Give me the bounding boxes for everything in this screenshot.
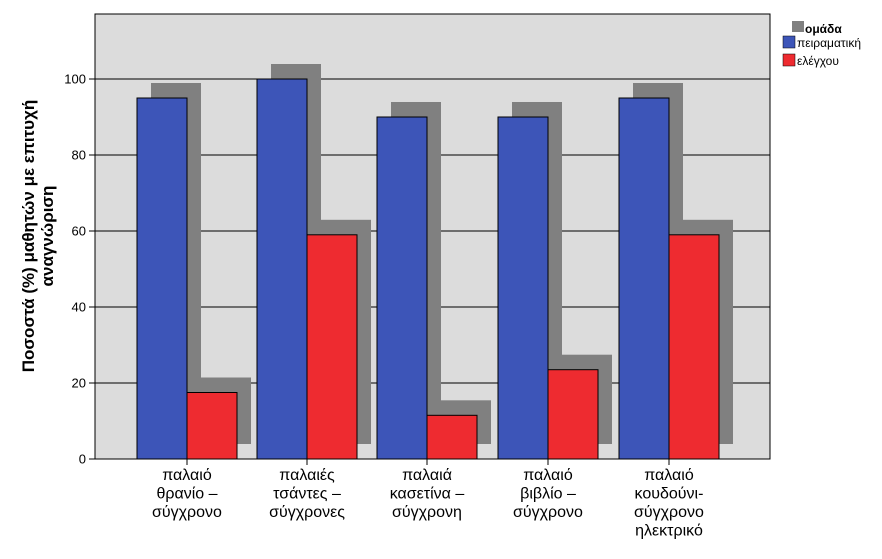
category-label: βιβλίο – [520,486,576,503]
category-label: σύγχρονη [392,504,462,521]
category-label: παλαιό [523,467,573,484]
y-tick-label: 0 [79,452,86,467]
y-tick-label: 100 [64,72,86,87]
category-label: παλαιό [162,467,212,484]
bar-fills [136,78,720,460]
category-label: σύγχρονο [634,504,704,521]
category-label: παλαιά [402,467,452,484]
y-axis-title-line-1: Ποσοστά (%) μαθητών με επιτυχή [19,100,38,372]
bars [136,64,733,460]
legend-swatch-experimental [782,35,796,49]
category-label: παλαιές [279,467,335,484]
category-label: κασετίνα – [390,486,465,503]
category-label: κουδούνι- [635,486,704,503]
y-tick-label: 20 [72,376,86,391]
legend-title: ομάδα [805,22,842,36]
category-label: θρανίο – [156,486,217,503]
legend: ομάδα πειραματική ελέγχου [782,21,861,68]
bar-experimental [618,97,670,460]
bar-experimental [376,116,428,460]
y-axis-title-line-2: αναγνώριση [38,186,57,287]
category-label: σύγχρονες [269,504,345,521]
bar-experimental [497,116,549,460]
category-label: τσάντες – [273,486,341,503]
bar-control [426,414,478,460]
legend-title-shadow-swatch [792,21,804,32]
category-label: σύγχρονο [513,504,583,521]
legend-swatch-control [782,53,796,67]
legend-label-experimental: πειραματική [797,36,861,50]
y-tick-label: 80 [72,148,86,163]
bar-control [668,234,720,460]
y-axis-ticks: 0 20 40 60 80 100 [64,72,95,467]
y-axis-title: Ποσοστά (%) μαθητών με επιτυχή αναγνώρισ… [19,100,57,372]
bar-experimental [256,78,308,460]
bar-control [547,369,599,460]
legend-label-control: ελέγχου [797,54,839,68]
y-tick-label: 60 [72,224,86,239]
bar-control [306,234,358,460]
category-label: παλαιό [644,467,694,484]
bar-experimental [136,97,188,460]
category-label: σύγχρονο [152,504,222,521]
bar-control [186,392,238,460]
y-tick-label: 40 [72,300,86,315]
category-label: ηλεκτρικό [635,523,703,540]
